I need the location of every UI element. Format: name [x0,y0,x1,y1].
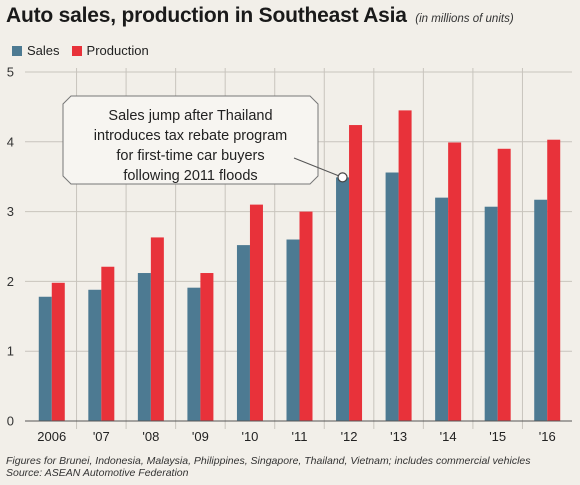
annotation-text-line: following 2011 floods [123,168,257,184]
bar-production [497,148,511,421]
y-tick-label: 3 [7,204,14,219]
x-tick-label: 2006 [37,429,66,444]
x-tick-label: '12 [341,429,358,444]
annotation-box [62,95,319,185]
x-tick-label: '11 [292,429,308,444]
bar-production [51,282,65,421]
bar-production [547,139,561,421]
bar-production [150,237,164,421]
chart-title: Auto sales, production in Southeast Asia [6,4,407,27]
bar-sales [137,273,151,421]
bar-sales [187,287,201,421]
bar-production [299,211,313,421]
bar-production [448,142,462,422]
bar-sales [38,296,52,421]
footnote-source: Source: ASEAN Automotive Federation [6,467,189,479]
bar-sales [286,239,300,421]
bar-production [398,110,412,421]
x-tick-label: '08 [142,429,159,444]
annotation-leader-line [293,157,343,178]
bar-production [101,266,115,421]
footnote: Figures for Brunei, Indonesia, Malaysia,… [6,455,531,479]
bar-sales [435,197,449,421]
legend: Sales Production [12,43,161,58]
bar-sales [88,289,102,421]
y-tick-label: 4 [7,134,14,149]
y-tick-label: 0 [7,414,14,429]
title-row: Auto sales, production in Southeast Asia… [6,4,514,28]
bar-production [249,204,263,421]
legend-label-production: Production [86,43,149,58]
x-tick-label: '07 [93,429,110,444]
x-tick-label: '13 [390,429,407,444]
x-tick-label: '16 [539,429,556,444]
bar-sales [534,199,548,421]
y-tick-label: 5 [7,65,14,80]
annotation-text-line: Sales jump after Thailand [108,108,272,124]
legend-swatch-production [71,45,82,56]
x-tick-label: '14 [440,429,457,444]
chart-subtitle: (in millions of units) [415,13,514,25]
legend-label-sales: Sales [27,43,60,58]
legend-swatch-sales [12,45,22,56]
bar-production [200,273,214,421]
legend-item-production: Production [71,43,149,58]
x-tick-label: '15 [489,429,506,444]
bar-sales [336,177,350,421]
bar-production [349,125,363,421]
annotation-dot [337,172,348,183]
annotation-text-line: for first-time car buyers [116,148,264,164]
x-tick-label: '09 [192,429,209,444]
y-tick-label: 2 [7,274,14,289]
annotation-text-line: introduces tax rebate program [94,128,287,144]
footnote-note: Figures for Brunei, Indonesia, Malaysia,… [6,455,531,467]
bar-sales [236,245,250,421]
y-tick-label: 1 [7,344,14,359]
legend-item-sales: Sales [12,43,60,58]
x-tick-label: '10 [241,429,258,444]
bar-sales [385,172,399,421]
bar-sales [484,206,498,421]
